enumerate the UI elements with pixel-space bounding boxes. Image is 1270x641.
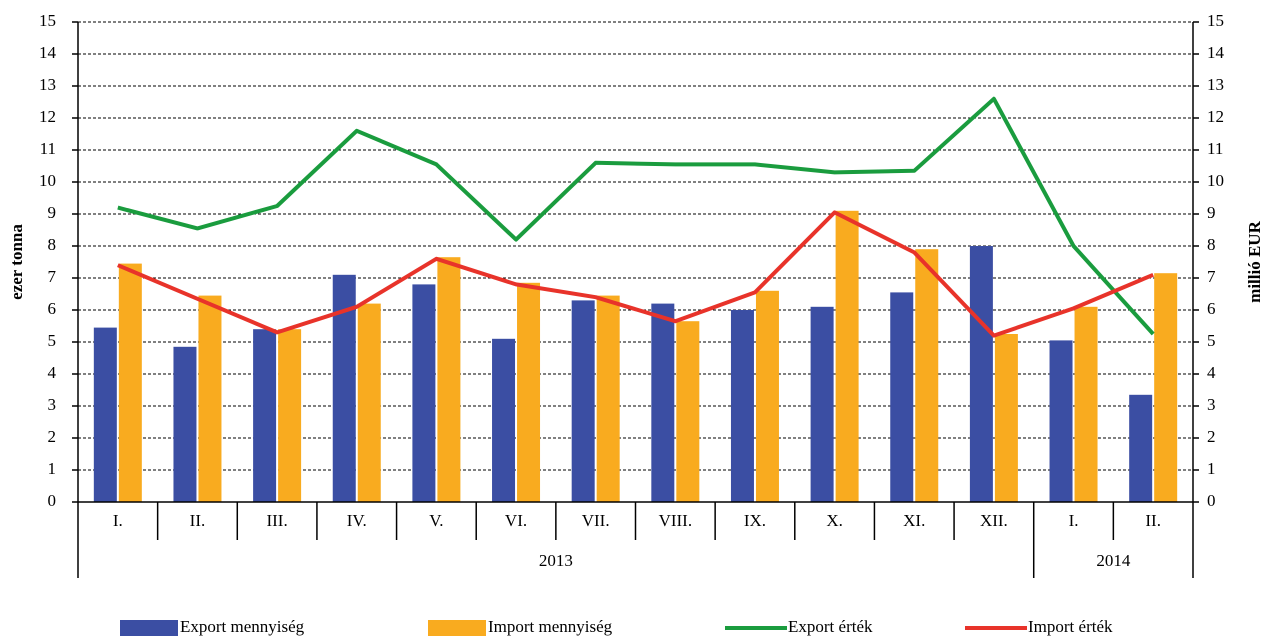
bar bbox=[676, 321, 700, 502]
y-axis-label: ezer tonna bbox=[7, 224, 26, 300]
bar bbox=[651, 303, 675, 502]
x-tick-label: VIII. bbox=[659, 511, 693, 530]
bar bbox=[198, 295, 222, 502]
x-tick-label: III. bbox=[266, 511, 287, 530]
x-tick-label: I. bbox=[1069, 511, 1079, 530]
y-tick-label: 9 bbox=[48, 203, 57, 222]
y2-tick-label: 1 bbox=[1207, 459, 1216, 478]
y-tick-label: 4 bbox=[48, 363, 57, 382]
legend-swatch bbox=[428, 620, 486, 636]
x-tick-label: IV. bbox=[347, 511, 367, 530]
bar bbox=[412, 284, 436, 502]
bar bbox=[1154, 273, 1178, 502]
bar bbox=[437, 257, 461, 502]
bar bbox=[1074, 306, 1098, 502]
y2-tick-label: 10 bbox=[1207, 171, 1224, 190]
y2-tick-label: 5 bbox=[1207, 331, 1216, 350]
bar bbox=[332, 274, 356, 502]
y-tick-label: 1 bbox=[48, 459, 57, 478]
x-tick-label: XI. bbox=[903, 511, 925, 530]
y-tick-label: 13 bbox=[39, 75, 56, 94]
y-tick-label: 12 bbox=[39, 107, 56, 126]
y-tick-label: 2 bbox=[48, 427, 57, 446]
y-tick-label: 11 bbox=[40, 139, 56, 158]
bar bbox=[890, 292, 914, 502]
bar bbox=[278, 329, 302, 502]
y2-axis-label: millió EUR bbox=[1245, 220, 1264, 302]
bar bbox=[835, 210, 859, 503]
y2-tick-label: 11 bbox=[1207, 139, 1223, 158]
bar bbox=[1049, 340, 1073, 502]
bar bbox=[571, 300, 595, 502]
x-tick-label: VII. bbox=[582, 511, 610, 530]
y2-tick-label: 9 bbox=[1207, 203, 1216, 222]
x-tick-label: V. bbox=[429, 511, 443, 530]
y2-tick-label: 8 bbox=[1207, 235, 1216, 254]
x-tick-label: VI. bbox=[505, 511, 527, 530]
y2-tick-label: 4 bbox=[1207, 363, 1216, 382]
bar bbox=[173, 346, 197, 502]
bar bbox=[810, 306, 834, 502]
y-tick-label: 14 bbox=[39, 43, 57, 62]
bar bbox=[994, 334, 1018, 502]
legend-label: Export érték bbox=[788, 617, 873, 636]
y-tick-label: 15 bbox=[39, 11, 56, 30]
legend-label: Import mennyiség bbox=[488, 617, 613, 636]
legend-label: Import érték bbox=[1028, 617, 1113, 636]
y2-tick-label: 3 bbox=[1207, 395, 1216, 414]
y-tick-label: 0 bbox=[48, 491, 57, 510]
y2-tick-label: 14 bbox=[1207, 43, 1225, 62]
y2-tick-label: 7 bbox=[1207, 267, 1216, 286]
legend-label: Export mennyiség bbox=[180, 617, 305, 636]
y2-tick-label: 0 bbox=[1207, 491, 1216, 510]
x-tick-label: IX. bbox=[744, 511, 766, 530]
bar bbox=[596, 295, 620, 502]
y-tick-label: 10 bbox=[39, 171, 56, 190]
y-tick-label: 3 bbox=[48, 395, 57, 414]
y2-tick-label: 12 bbox=[1207, 107, 1224, 126]
bar bbox=[1129, 394, 1153, 502]
y-tick-label: 7 bbox=[48, 267, 57, 286]
bar bbox=[492, 338, 516, 502]
x-tick-label: II. bbox=[190, 511, 206, 530]
bar bbox=[118, 263, 142, 502]
line-series bbox=[117, 210, 1154, 338]
legend-swatch bbox=[120, 620, 178, 636]
x-tick-label: X. bbox=[826, 511, 843, 530]
y2-tick-label: 2 bbox=[1207, 427, 1216, 446]
bar bbox=[357, 303, 381, 502]
bar bbox=[253, 329, 277, 502]
x-tick-label: I. bbox=[113, 511, 123, 530]
group-label: 2014 bbox=[1096, 551, 1131, 570]
group-label: 2013 bbox=[539, 551, 573, 570]
y2-tick-label: 6 bbox=[1207, 299, 1216, 318]
x-tick-label: XII. bbox=[980, 511, 1008, 530]
x-tick-label: II. bbox=[1145, 511, 1161, 530]
bar bbox=[730, 310, 754, 502]
bar bbox=[93, 327, 117, 502]
line-series bbox=[117, 96, 1155, 336]
y2-tick-label: 13 bbox=[1207, 75, 1224, 94]
y2-tick-label: 15 bbox=[1207, 11, 1224, 30]
y-tick-label: 5 bbox=[48, 331, 57, 350]
y-tick-label: 8 bbox=[48, 235, 57, 254]
bar bbox=[915, 249, 939, 502]
bar bbox=[969, 246, 993, 502]
bar bbox=[755, 290, 779, 502]
bar bbox=[517, 282, 541, 502]
y-tick-label: 6 bbox=[48, 299, 57, 318]
